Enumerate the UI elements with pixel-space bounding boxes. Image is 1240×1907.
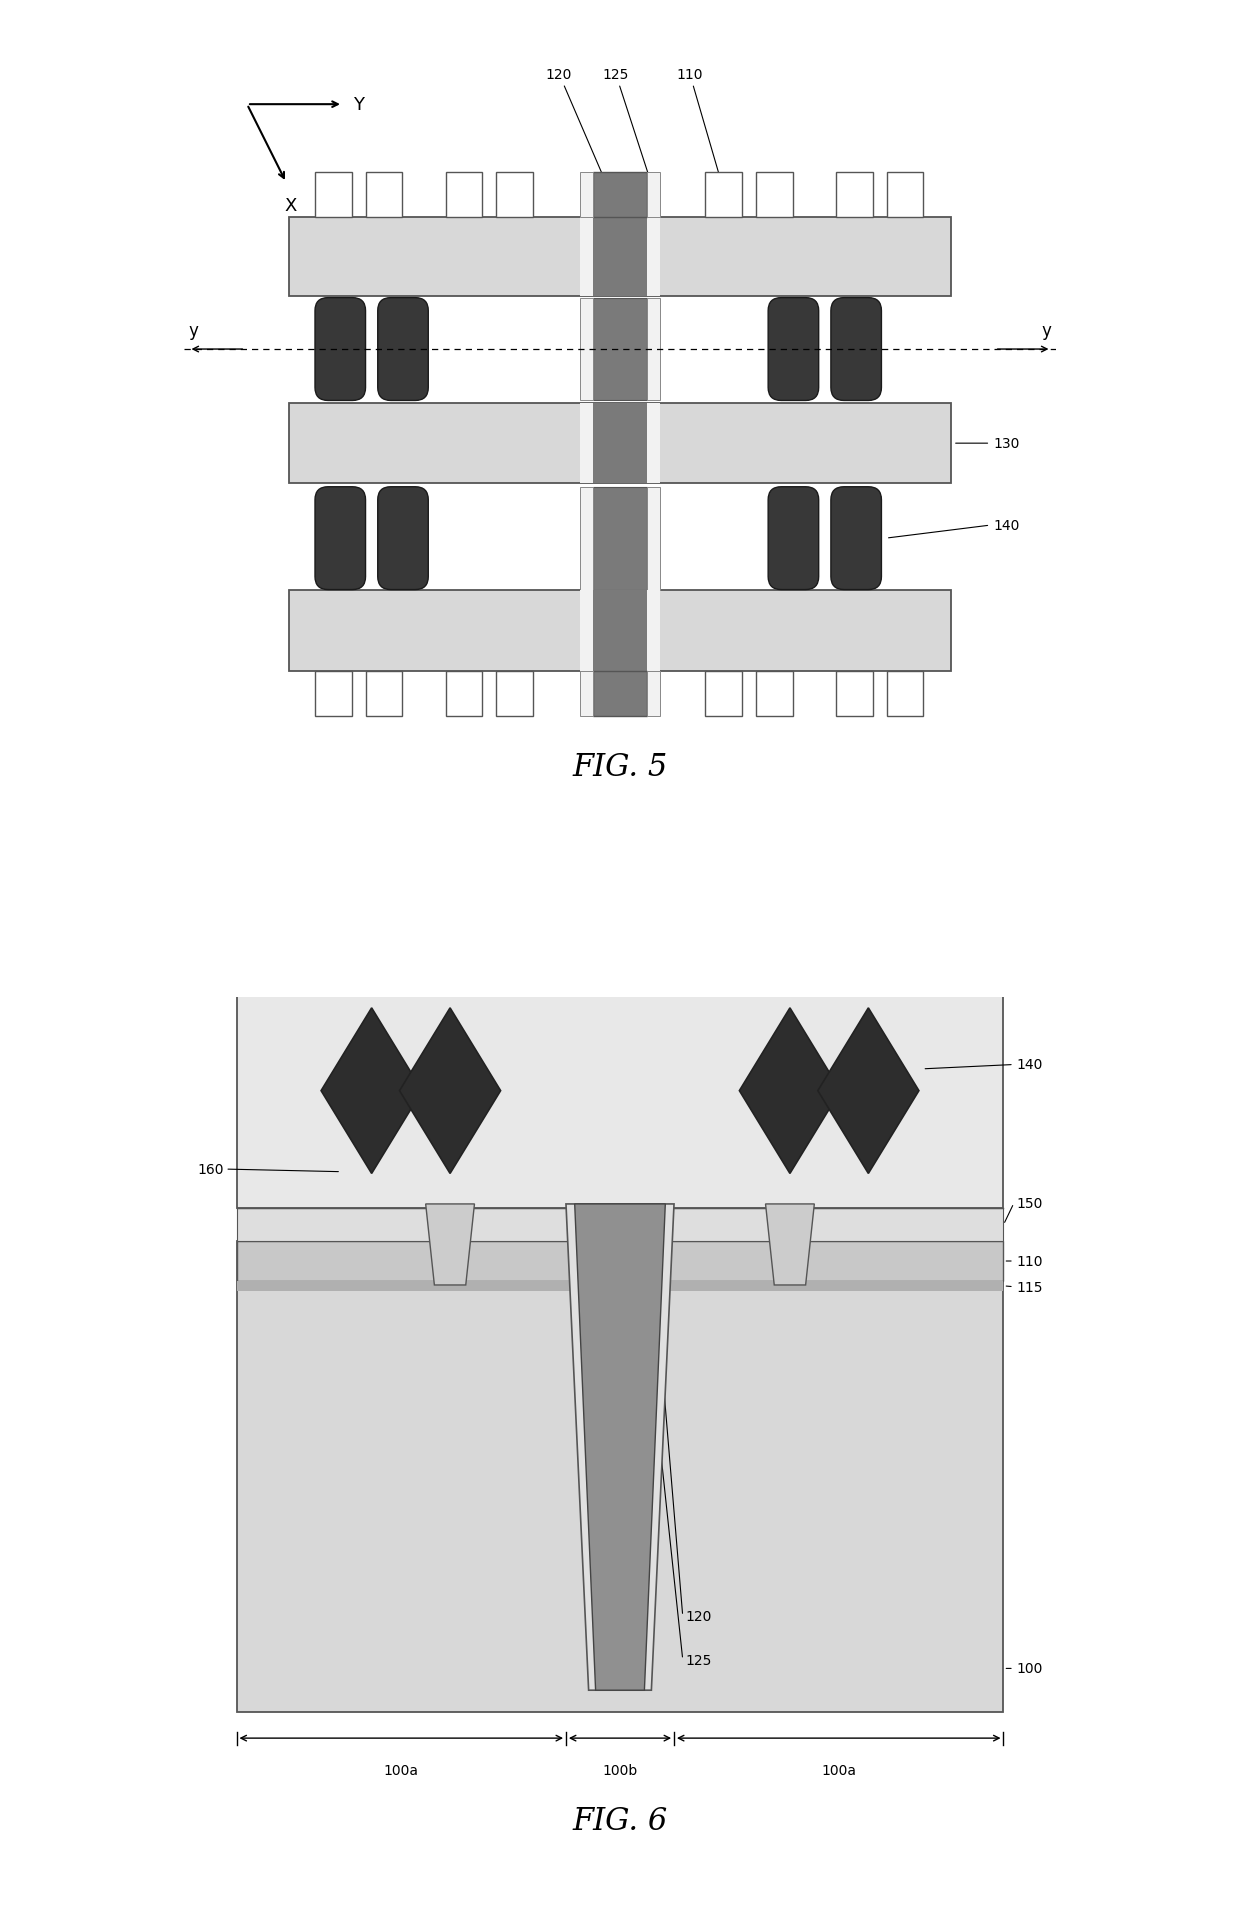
Bar — [580, 299, 593, 400]
Bar — [836, 174, 873, 217]
Polygon shape — [321, 1009, 422, 1175]
Bar — [237, 1241, 1003, 1282]
Bar — [580, 488, 593, 591]
Text: FIG. 5: FIG. 5 — [573, 751, 667, 782]
Bar — [237, 1282, 1003, 1291]
Bar — [593, 174, 647, 217]
Text: y: y — [1042, 322, 1052, 339]
Bar — [887, 174, 924, 217]
Bar — [580, 404, 593, 484]
Text: 125: 125 — [686, 1653, 712, 1667]
Bar — [593, 217, 647, 297]
Bar — [580, 174, 593, 217]
Bar — [580, 671, 593, 717]
Text: 125: 125 — [603, 67, 652, 189]
Bar — [580, 217, 593, 297]
Text: X: X — [284, 196, 296, 215]
FancyBboxPatch shape — [768, 488, 818, 591]
Polygon shape — [818, 1009, 919, 1175]
Bar — [756, 174, 792, 217]
Text: 100a: 100a — [383, 1762, 419, 1777]
Bar — [647, 404, 660, 484]
FancyBboxPatch shape — [378, 299, 428, 400]
Bar — [496, 174, 533, 217]
Text: 160: 160 — [197, 1163, 223, 1177]
Bar — [445, 671, 482, 717]
Bar — [315, 671, 352, 717]
Bar — [647, 488, 660, 591]
Bar — [237, 1209, 1003, 1241]
Text: 110: 110 — [677, 67, 723, 189]
Bar — [647, 299, 660, 400]
Text: 140: 140 — [1017, 1058, 1043, 1072]
Text: 130: 130 — [993, 437, 1019, 450]
Text: 120: 120 — [546, 67, 608, 189]
Bar — [580, 591, 593, 671]
Bar — [289, 404, 951, 484]
Bar — [647, 174, 660, 217]
Bar — [289, 591, 951, 671]
Bar — [647, 217, 660, 297]
Text: Y: Y — [353, 95, 365, 114]
Bar — [706, 174, 742, 217]
Bar — [887, 671, 924, 717]
Text: FIG. 6: FIG. 6 — [573, 1806, 667, 1836]
Bar — [836, 671, 873, 717]
Bar — [237, 1241, 1003, 1712]
Bar — [289, 217, 951, 297]
Bar — [647, 671, 660, 717]
Text: 120: 120 — [686, 1610, 712, 1623]
Text: 100a: 100a — [821, 1762, 857, 1777]
Text: 100b: 100b — [603, 1762, 637, 1777]
Bar — [315, 174, 352, 217]
Bar — [593, 591, 647, 671]
Bar — [593, 671, 647, 717]
FancyBboxPatch shape — [831, 299, 882, 400]
Text: y: y — [188, 322, 198, 339]
Text: 115: 115 — [1017, 1280, 1043, 1295]
Bar — [756, 671, 792, 717]
Bar — [593, 488, 647, 591]
Text: 140: 140 — [993, 519, 1019, 532]
Bar — [366, 671, 402, 717]
Polygon shape — [399, 1009, 501, 1175]
Bar — [593, 404, 647, 484]
Bar — [593, 299, 647, 400]
FancyBboxPatch shape — [315, 488, 366, 591]
Bar — [445, 174, 482, 217]
Text: 110: 110 — [1017, 1255, 1043, 1268]
FancyBboxPatch shape — [831, 488, 882, 591]
Bar — [647, 591, 660, 671]
Bar — [496, 671, 533, 717]
Bar — [237, 980, 1003, 1209]
FancyBboxPatch shape — [768, 299, 818, 400]
Polygon shape — [574, 1205, 666, 1690]
Bar — [366, 174, 402, 217]
FancyBboxPatch shape — [378, 488, 428, 591]
Text: 150: 150 — [1017, 1196, 1043, 1211]
Polygon shape — [739, 1009, 841, 1175]
FancyBboxPatch shape — [315, 299, 366, 400]
Polygon shape — [565, 1205, 675, 1690]
Bar — [706, 671, 742, 717]
Polygon shape — [425, 1205, 475, 1285]
Polygon shape — [765, 1205, 815, 1285]
Text: 100: 100 — [1017, 1661, 1043, 1676]
